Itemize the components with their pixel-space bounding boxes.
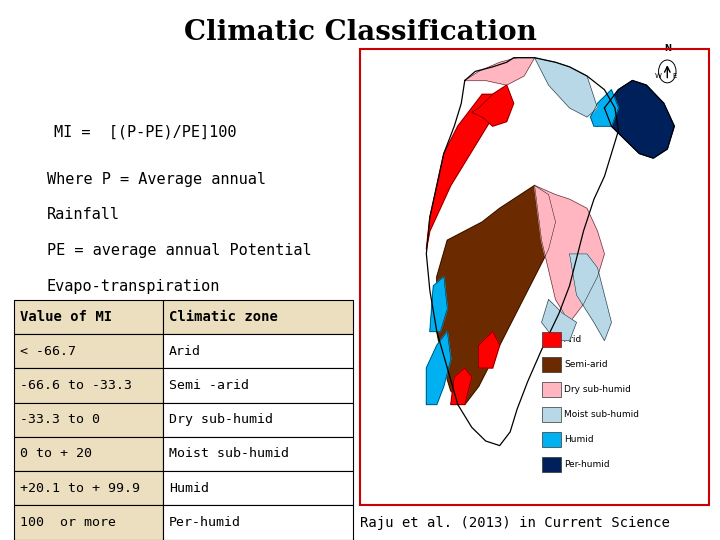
Text: N: N: [664, 44, 671, 53]
Text: Evapo-transpiration: Evapo-transpiration: [47, 279, 220, 294]
Text: Climatic Classification: Climatic Classification: [184, 19, 536, 46]
Text: < -66.7: < -66.7: [20, 345, 76, 358]
Bar: [541, 382, 561, 397]
Bar: [163, 334, 353, 368]
Text: Where P = Average annual: Where P = Average annual: [47, 172, 266, 187]
Bar: [541, 332, 561, 347]
Text: +20.1 to + 99.9: +20.1 to + 99.9: [20, 482, 140, 495]
Polygon shape: [437, 186, 556, 404]
Text: Arid: Arid: [168, 345, 201, 358]
Bar: [541, 357, 561, 372]
Bar: [14, 300, 163, 334]
Polygon shape: [426, 94, 492, 249]
Polygon shape: [479, 332, 500, 368]
Polygon shape: [570, 254, 611, 341]
Text: Humid: Humid: [564, 435, 594, 444]
Polygon shape: [534, 186, 605, 322]
Polygon shape: [426, 58, 618, 446]
Text: Semi -arid: Semi -arid: [168, 379, 248, 392]
Polygon shape: [541, 300, 577, 341]
Text: Climatic zone: Climatic zone: [168, 310, 278, 324]
Text: Arid: Arid: [564, 335, 582, 344]
Text: MI =  [(P-PE)/PE]100: MI = [(P-PE)/PE]100: [54, 124, 236, 139]
Polygon shape: [472, 85, 513, 126]
Bar: [14, 505, 163, 539]
Bar: [14, 403, 163, 437]
Polygon shape: [426, 332, 451, 404]
Polygon shape: [605, 80, 674, 158]
Bar: [541, 407, 561, 422]
Bar: [163, 368, 353, 403]
Text: Value of MI: Value of MI: [20, 310, 112, 324]
Polygon shape: [465, 58, 534, 85]
Bar: [163, 437, 353, 471]
Polygon shape: [451, 368, 472, 404]
Text: Humid: Humid: [168, 482, 209, 495]
Polygon shape: [430, 276, 447, 332]
Text: 100  or more: 100 or more: [20, 516, 116, 529]
Text: 0 to + 20: 0 to + 20: [20, 448, 92, 461]
Text: E: E: [672, 73, 677, 79]
Bar: [14, 334, 163, 368]
Text: -66.6 to -33.3: -66.6 to -33.3: [20, 379, 132, 392]
Polygon shape: [590, 90, 618, 126]
Text: Rainfall: Rainfall: [47, 207, 120, 222]
Polygon shape: [534, 58, 598, 117]
Bar: [163, 300, 353, 334]
Bar: [163, 403, 353, 437]
Text: Per-humid: Per-humid: [168, 516, 240, 529]
Text: Dry sub-humid: Dry sub-humid: [564, 385, 631, 394]
Text: Per-humid: Per-humid: [564, 460, 610, 469]
Bar: [163, 505, 353, 539]
Text: W: W: [655, 73, 662, 79]
Bar: [541, 457, 561, 472]
Text: Semi-arid: Semi-arid: [564, 360, 608, 369]
Text: -33.3 to 0: -33.3 to 0: [20, 413, 100, 426]
Bar: [14, 368, 163, 403]
Bar: [163, 471, 353, 505]
Bar: [14, 471, 163, 505]
Text: Moist sub-humid: Moist sub-humid: [168, 448, 289, 461]
Text: Raju et al. (2013) in Current Science: Raju et al. (2013) in Current Science: [360, 516, 670, 530]
Text: Dry sub-humid: Dry sub-humid: [168, 413, 273, 426]
Bar: [541, 433, 561, 447]
Bar: [14, 437, 163, 471]
Text: PE = average annual Potential: PE = average annual Potential: [47, 243, 312, 258]
Text: Moist sub-humid: Moist sub-humid: [564, 410, 639, 419]
